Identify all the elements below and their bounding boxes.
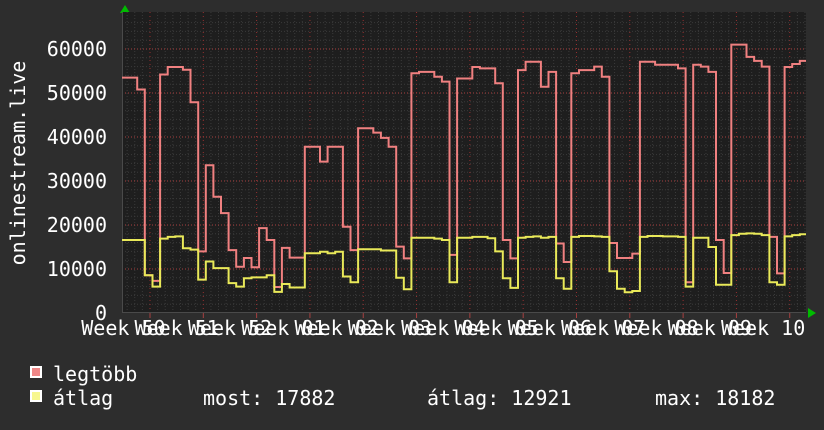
x-week-label: Week 52 bbox=[187, 316, 273, 340]
x-week-label: Week 01 bbox=[241, 316, 326, 340]
y-tick-label: 50000 bbox=[46, 81, 107, 105]
y-tick-label: 10000 bbox=[46, 257, 107, 281]
x-week-label: Week 09 bbox=[667, 316, 752, 340]
stat-atlag: átlag: 12921 bbox=[427, 386, 572, 410]
legend-label-atlag: átlag bbox=[53, 386, 114, 410]
stat-most: most: 17882 bbox=[203, 386, 336, 410]
x-axis-arrow-icon bbox=[808, 308, 816, 318]
x-week-label: Week 07 bbox=[561, 316, 646, 340]
legend-swatch-legtobb bbox=[30, 366, 42, 378]
y-tick-label: 40000 bbox=[46, 125, 107, 149]
y-tick-label: 0 bbox=[94, 301, 107, 325]
y-tick-label: 20000 bbox=[46, 213, 107, 237]
x-week-label: Week 03 bbox=[347, 316, 433, 340]
y-axis-arrow-icon bbox=[120, 5, 130, 13]
x-week-label: Week 10 bbox=[720, 316, 806, 340]
x-week-label: Week 50 bbox=[81, 316, 166, 340]
legend-swatch-atlag bbox=[30, 390, 42, 402]
x-week-label: Week 51 bbox=[134, 316, 219, 340]
series-line-atlag bbox=[122, 232, 806, 294]
x-week-label: Week 08 bbox=[614, 316, 699, 340]
plot-area bbox=[122, 12, 806, 324]
series-line-legtobb bbox=[122, 43, 806, 288]
plot-svg bbox=[122, 12, 806, 318]
x-week-label: Week 04 bbox=[401, 316, 486, 340]
y-tick-label: 60000 bbox=[46, 37, 107, 61]
stat-max: max: 18182 bbox=[655, 386, 776, 410]
x-week-label: Week 05 bbox=[454, 316, 539, 340]
y-tick-label: 30000 bbox=[46, 169, 107, 193]
x-week-label: Week 06 bbox=[507, 316, 593, 340]
legend-label-legtobb: legtöbb bbox=[53, 362, 138, 386]
x-week-label: Week 02 bbox=[294, 316, 379, 340]
